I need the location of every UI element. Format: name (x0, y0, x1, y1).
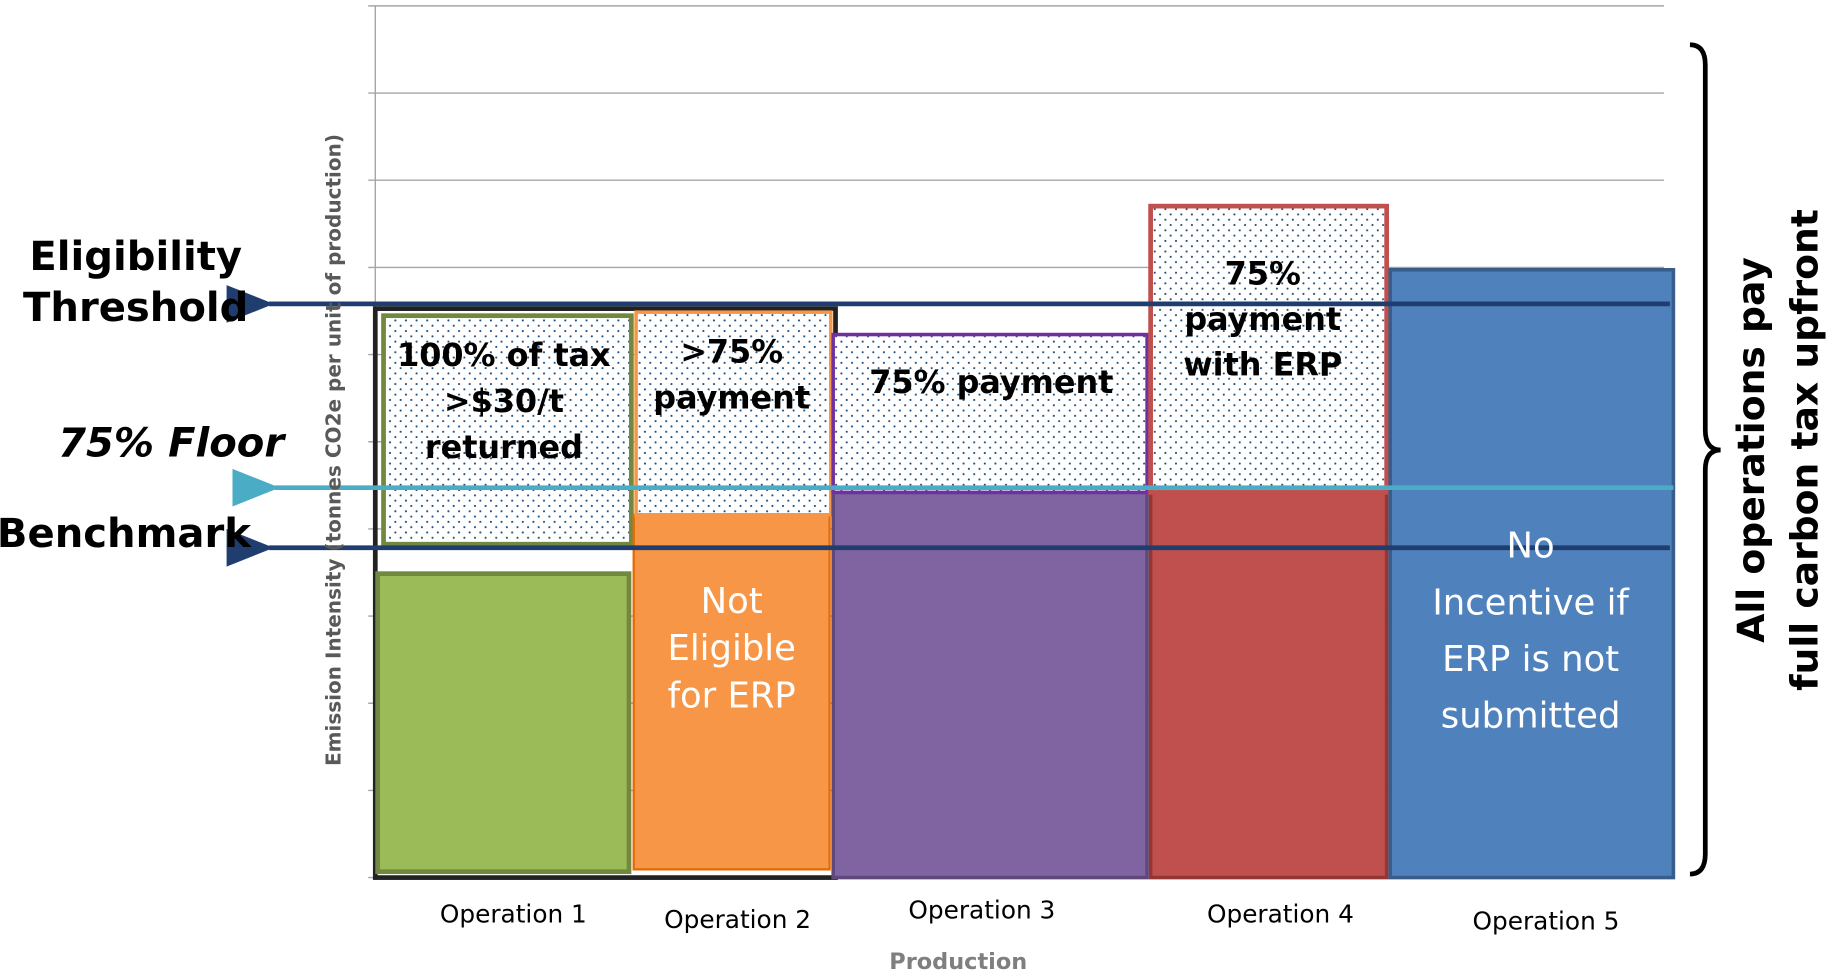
category-label: Operation 2 (664, 905, 811, 934)
y-axis-label: Emission Intensity (tonnes CO2e per unit… (322, 134, 346, 766)
threshold-lines (226, 285, 1674, 567)
box-text: >$30/t (444, 382, 564, 420)
bar-text: Incentive if (1432, 582, 1630, 623)
box-text: 100% of tax (397, 336, 611, 374)
line-label: Eligibility (29, 234, 242, 280)
bar-text: No (1507, 526, 1555, 567)
side-note: All operations pay (1729, 257, 1773, 643)
category-label: Operation 3 (908, 896, 1055, 925)
line-label: Threshold (23, 285, 248, 331)
side-note: full carbon tax upfront (1782, 209, 1826, 691)
category-label: Operation 4 (1207, 899, 1354, 928)
box (1148, 203, 1390, 495)
bar-text: ERP is not (1442, 639, 1619, 680)
box-text: 75% (1225, 255, 1301, 293)
box (381, 313, 634, 547)
x-axis-label: Production (889, 949, 1027, 973)
bar-text: for ERP (668, 675, 796, 716)
category-label: Operation 5 (1473, 906, 1620, 935)
box-text: payment (653, 378, 810, 416)
bar (632, 513, 831, 871)
bar (1148, 490, 1389, 880)
box-text: 75% payment (869, 363, 1113, 401)
box (831, 332, 1149, 495)
box (634, 310, 833, 517)
box-text: with ERP (1183, 345, 1342, 383)
box-text: >75% (680, 332, 783, 370)
labels: Operation 1 100% of tax >$30/t returned Oper… (0, 209, 1826, 935)
category-label: Operation 1 (440, 899, 587, 928)
line-label: 75% Floor (58, 420, 286, 466)
bar-text: Eligible (667, 628, 795, 669)
bar-text: submitted (1441, 695, 1621, 736)
bar-text: Not (701, 581, 763, 622)
bar (1388, 267, 1676, 880)
bar (375, 571, 632, 875)
box-text: returned (425, 428, 583, 466)
bars (372, 203, 1676, 880)
box-text: payment (1184, 300, 1341, 338)
bar (831, 490, 1149, 880)
brace (1689, 42, 1721, 877)
line-label: Benchmark (0, 511, 252, 557)
